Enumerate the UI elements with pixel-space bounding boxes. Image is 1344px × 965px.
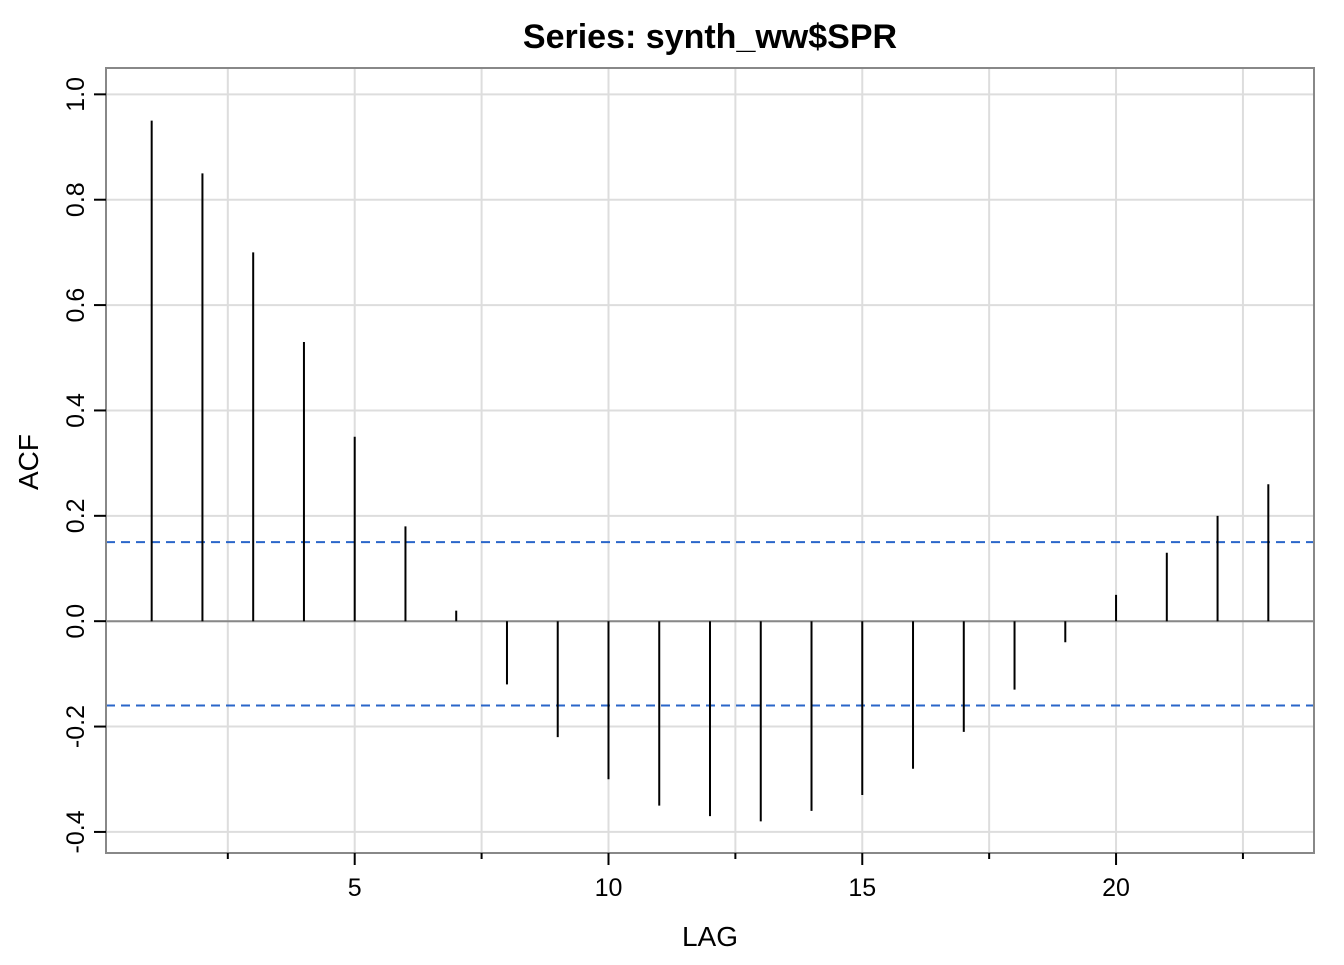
y-tick-label: 0.8 (62, 182, 90, 217)
y-tick-label: 0.6 (62, 288, 90, 323)
x-tick-label: 15 (848, 874, 876, 902)
chart-title: Series: synth_ww$SPR (523, 18, 897, 56)
y-tick-label: 0.2 (62, 498, 90, 533)
acf-spikes (150, 120, 1270, 822)
y-tick-label: -0.4 (62, 810, 90, 853)
plot-frame (105, 67, 1315, 854)
y-tick-label: 0.0 (62, 604, 90, 639)
x-axis-label: LAG (682, 921, 738, 952)
x-tick-label: 10 (595, 874, 623, 902)
y-axis-label: ACF (13, 434, 44, 490)
y-tick-label: 0.4 (62, 393, 90, 428)
x-tick-label: 5 (348, 874, 362, 902)
y-tick-label: 1.0 (62, 77, 90, 112)
x-axis: 5 10 15 20 (226, 853, 1244, 902)
y-tick-label: -0.2 (62, 705, 90, 748)
y-axis: -0.4 -0.2 0.0 0.2 0.4 0.6 0.8 1.0 (62, 77, 106, 853)
x-tick-label: 20 (1102, 874, 1130, 902)
